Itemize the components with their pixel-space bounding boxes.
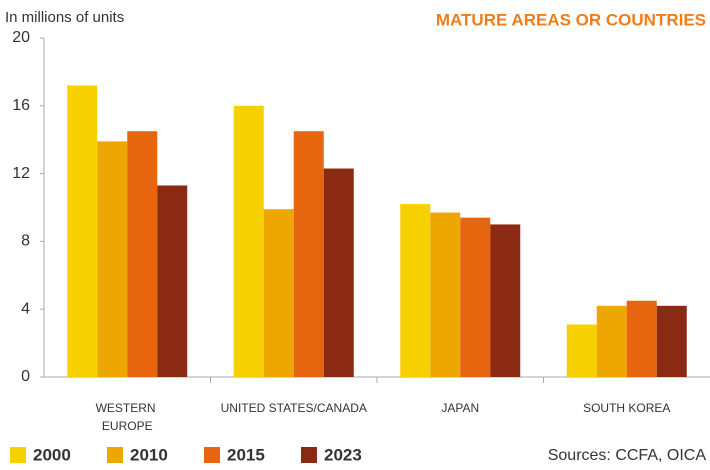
bar <box>596 305 627 377</box>
bar <box>460 217 491 377</box>
bar <box>263 209 294 377</box>
bar <box>400 204 431 377</box>
bar <box>490 224 521 377</box>
bar <box>566 324 597 377</box>
bar <box>293 131 324 377</box>
x-tick-label: WESTERN EUROPE <box>96 401 159 433</box>
legend-swatch <box>301 447 317 463</box>
y-tick-label: 0 <box>21 368 30 385</box>
y-tick-label: 16 <box>12 97 30 114</box>
chart-title: MATURE AREAS OR COUNTRIES <box>436 10 706 29</box>
y-tick-label: 8 <box>21 233 30 250</box>
x-tick-label: UNITED STATES/CANADA <box>221 401 367 415</box>
legend-swatch <box>204 447 220 463</box>
x-tick-label: JAPAN <box>441 401 479 415</box>
source: Sources: CCFA, OICA <box>548 447 707 464</box>
bar <box>323 168 354 377</box>
legend-label: 2015 <box>227 445 265 464</box>
bar <box>127 131 158 377</box>
y-tick-label: 12 <box>12 165 30 182</box>
x-tick-label: SOUTH KOREA <box>583 401 670 415</box>
y-tick-label: 20 <box>12 29 30 46</box>
legend-label: 2023 <box>324 445 362 464</box>
bar <box>97 141 128 377</box>
bar <box>656 305 687 377</box>
legend-swatch <box>107 447 123 463</box>
legend-label: 2000 <box>33 445 71 464</box>
y-tick-label: 4 <box>21 300 30 317</box>
bar <box>157 185 188 377</box>
bar <box>430 212 461 377</box>
bar <box>626 300 657 377</box>
legend-swatch <box>10 447 26 463</box>
legend-label: 2010 <box>130 445 168 464</box>
bar <box>67 85 98 378</box>
bar <box>233 105 264 378</box>
y-axis-label: In millions of units <box>5 9 124 26</box>
